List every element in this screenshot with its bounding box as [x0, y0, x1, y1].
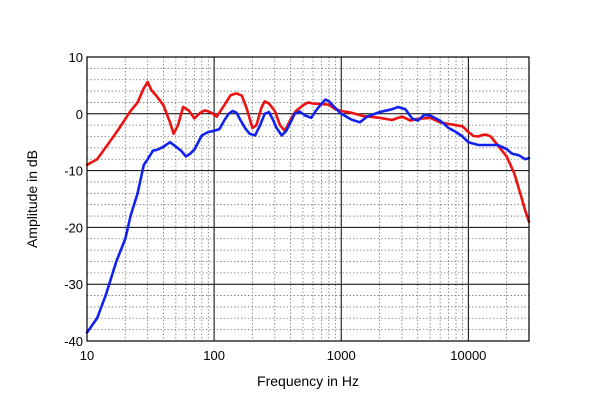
y-tick-label: -30 — [64, 277, 83, 292]
grid-minor — [87, 57, 530, 341]
x-axis-label: Frequency in Hz — [257, 373, 359, 389]
plot-frame — [86, 56, 530, 342]
y-tick-label: 10 — [69, 50, 83, 65]
x-tick-labels: 10 100 1000 10000 — [80, 348, 487, 363]
x-tick-label: 1000 — [327, 348, 356, 363]
y-tick-label: -20 — [64, 220, 83, 235]
x-tick-label: 100 — [203, 348, 225, 363]
x-tick-label: 10000 — [450, 348, 486, 363]
y-tick-label: -10 — [64, 164, 83, 179]
series-layer — [85, 80, 531, 334]
y-axis-label: Amplitude in dB — [24, 150, 40, 248]
series-line-2 — [85, 98, 531, 334]
y-tick-label: 0 — [76, 107, 83, 122]
plot-background — [87, 57, 529, 341]
y-tick-labels: 10 0 -10 -20 -30 -40 — [64, 50, 83, 349]
x-tick-label: 10 — [80, 348, 94, 363]
y-tick-label: -40 — [64, 334, 83, 349]
